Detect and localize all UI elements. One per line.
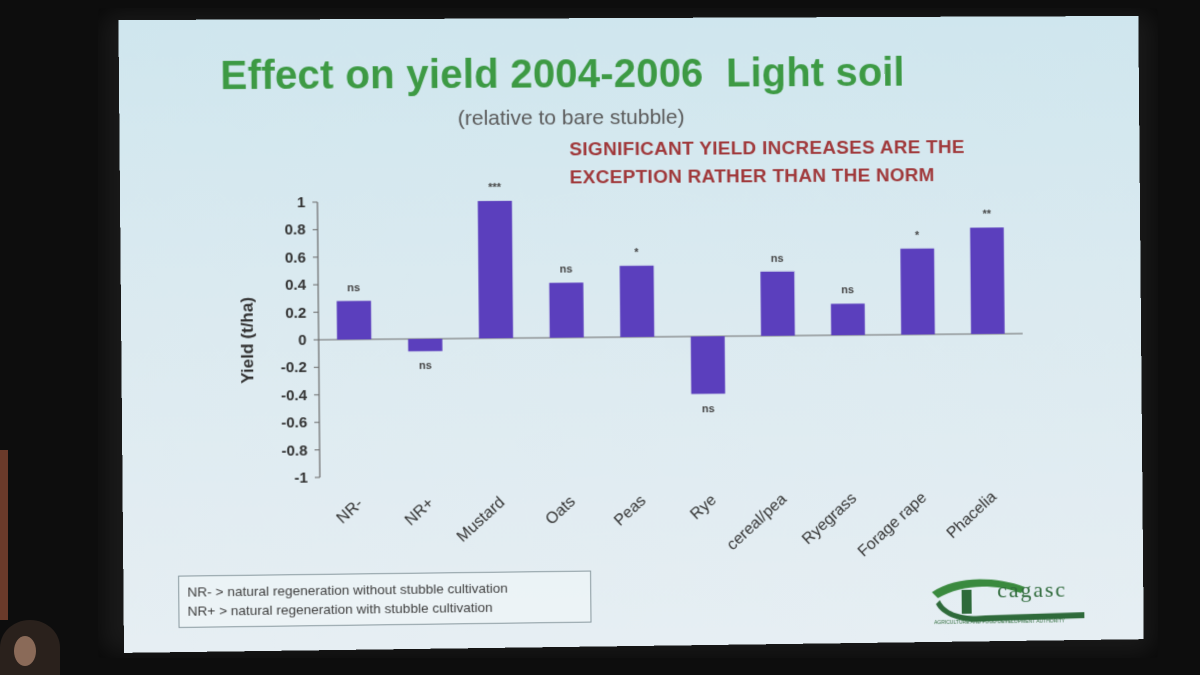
x-tick-label: Mustard bbox=[453, 493, 508, 545]
logo-swoosh-icon bbox=[931, 578, 1085, 623]
significance-label: ns bbox=[841, 285, 854, 297]
y-tick-label: 0.4 bbox=[285, 277, 307, 294]
y-tick-label: 0.6 bbox=[285, 249, 306, 266]
bar-nr- bbox=[336, 300, 372, 340]
significance-label: *** bbox=[488, 182, 502, 194]
background-object bbox=[0, 450, 8, 620]
x-tick-label: NR- bbox=[333, 495, 366, 528]
y-tick-label: -1 bbox=[294, 470, 308, 487]
significance-label: * bbox=[634, 247, 639, 259]
y-tick-label: 1 bbox=[297, 194, 306, 211]
x-tick-label: Oats bbox=[542, 492, 579, 528]
significance-label: ns bbox=[347, 282, 360, 294]
bar-ryegrass bbox=[830, 303, 865, 336]
y-tick-label: -0.4 bbox=[281, 387, 308, 404]
y-tick-label: -0.6 bbox=[281, 415, 307, 432]
significance-label: ns bbox=[560, 264, 573, 276]
bar-nr- bbox=[408, 338, 443, 352]
significance-label: ns bbox=[771, 253, 784, 265]
y-tick-label: 0.8 bbox=[284, 222, 305, 239]
significance-label: ns bbox=[419, 360, 432, 372]
y-tick-label: -0.8 bbox=[281, 442, 307, 459]
x-tick-label: Phacelia bbox=[943, 488, 1000, 543]
bar-peas bbox=[619, 265, 655, 338]
teagasc-logo: cagasc AGRICULTURE AND FOOD DEVELOPMENT … bbox=[926, 568, 1109, 632]
bar-forage-rape bbox=[900, 248, 935, 335]
abbreviation-legend: NR- > natural regeneration without stubb… bbox=[178, 570, 592, 628]
x-tick-label: Peas bbox=[610, 492, 649, 530]
significance-label: ** bbox=[983, 209, 992, 221]
x-tick-label: cereal/pea bbox=[723, 490, 790, 554]
x-tick-label: Ryegrass bbox=[799, 489, 861, 548]
speaker-face bbox=[14, 636, 36, 666]
logo-text: cagasc bbox=[997, 576, 1068, 603]
y-tick-label: 0.2 bbox=[285, 304, 306, 321]
bar-mustard bbox=[477, 200, 514, 339]
bar-cereal-pea bbox=[760, 271, 795, 336]
bar-rye bbox=[691, 336, 727, 395]
presentation-slide: Effect on yield 2004-2006 Light soil (re… bbox=[118, 15, 1144, 653]
x-tick-label: Forage rape bbox=[854, 488, 930, 560]
yield-bar-chart: 1 0.8 0.6 0.4 0.2 0 -0.2 -0.4 -0.6 -0.8 -1 Yield (t… bbox=[237, 182, 1143, 560]
bar-oats bbox=[548, 282, 584, 338]
significance-label: * bbox=[915, 230, 920, 242]
y-tick-label: 0 bbox=[298, 332, 307, 349]
y-axis-title: Yield (t/ha) bbox=[237, 297, 257, 384]
x-tick-label: NR+ bbox=[401, 494, 437, 529]
x-tick-label: Rye bbox=[687, 491, 720, 523]
legend-line-nr-plus: NR+ > natural regeneration with stubble … bbox=[187, 599, 493, 619]
y-tick-label: -0.2 bbox=[281, 359, 307, 376]
bar-phacelia bbox=[970, 227, 1005, 335]
significance-label: ns bbox=[702, 403, 715, 415]
